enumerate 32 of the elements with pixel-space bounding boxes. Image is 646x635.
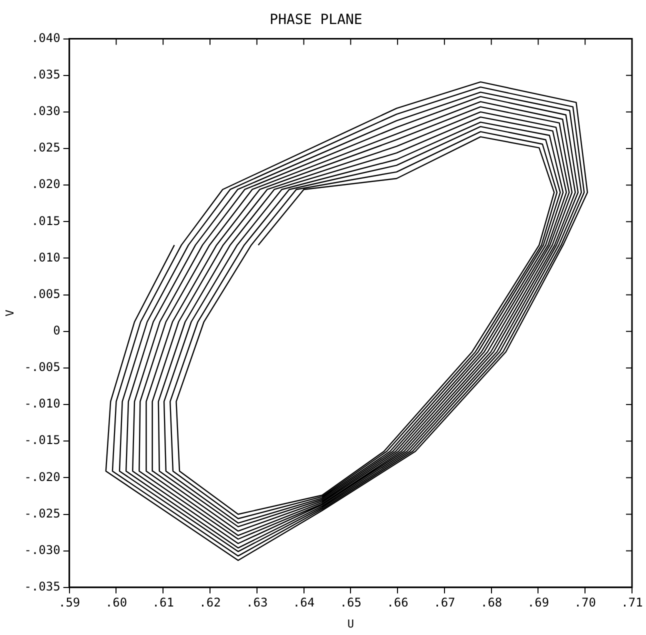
x-tick-label: .64: [292, 596, 315, 610]
x-tick-label: .61: [152, 596, 174, 610]
y-tick-label: 0: [53, 324, 60, 338]
y-tick-label: .020: [31, 177, 60, 192]
y-tick-label: -.030: [24, 542, 60, 557]
x-tick-label: .68: [480, 596, 502, 610]
x-axis-title: U: [347, 617, 354, 630]
y-tick-label: -.035: [24, 580, 60, 594]
y-tick-label: .010: [31, 250, 60, 264]
x-tick-label: .67: [434, 596, 456, 610]
y-tick-label: -.005: [24, 360, 60, 374]
y-tick-label: -.010: [24, 396, 60, 411]
y-tick-label: .025: [31, 140, 60, 155]
y-tick-label: .005: [31, 286, 60, 301]
x-tick-label: .66: [386, 596, 408, 610]
y-tick-label: -.015: [24, 433, 60, 448]
y-tick-label: -.020: [24, 470, 60, 484]
y-axis-title: V: [3, 309, 16, 316]
y-tick-label: .035: [31, 68, 60, 82]
chart-title: PHASE PLANE: [270, 12, 362, 28]
y-tick-label: -.025: [24, 506, 60, 520]
y-tick-label: .040: [31, 30, 60, 45]
x-tick-label: .62: [199, 596, 221, 610]
x-tick-label: .69: [527, 596, 550, 610]
x-tick-label: .60: [105, 596, 128, 610]
x-tick-label: .59: [58, 596, 80, 610]
x-tick-label: .71: [621, 596, 643, 610]
y-tick-label: .015: [31, 214, 60, 228]
x-tick-label: .65: [340, 596, 362, 610]
y-tick-label: .030: [31, 104, 60, 118]
x-tick-label: .70: [574, 596, 596, 610]
x-tick-label: .63: [246, 596, 268, 610]
